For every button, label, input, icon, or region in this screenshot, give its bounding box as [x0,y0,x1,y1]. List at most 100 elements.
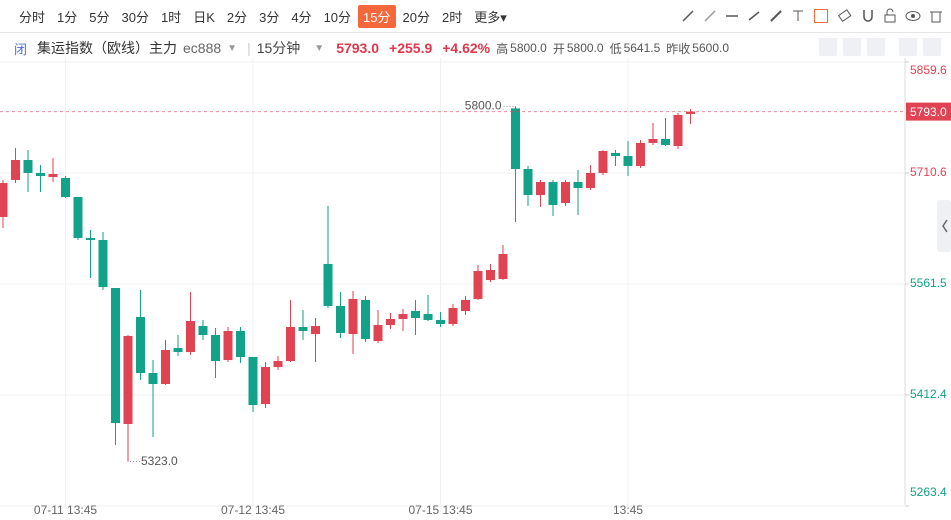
candle-body [48,174,58,177]
candle-body [636,142,645,166]
candle-body [98,239,108,287]
candle-body [148,372,158,385]
high-value: 5800.0 [510,41,547,55]
interval[interactable]: 15分钟 [256,40,301,56]
candle-body [498,253,508,280]
candle-body [36,172,45,177]
candle-body [386,319,395,326]
period-tab[interactable]: 日K [193,9,215,25]
period-tab[interactable]: 3分 [259,9,280,25]
candle-body [223,330,233,361]
prev-close-value: 5600.0 [692,41,729,55]
candle-body [473,270,483,299]
period-tab[interactable]: 30分 [121,9,149,25]
last-price-tag [906,102,951,121]
low-value: 5641.5 [623,41,661,55]
candle-body [336,305,345,334]
period-tabs: 分时 1分 5分 30分 1时 日K 2分 3分 4分 10分 15分 20分 2时 更多▾ [14,4,514,28]
instrument-name: 集运指数（欧线）主力 [37,40,178,56]
x-tick-label: 07-15 13:45 [408,503,472,517]
candle-body [373,325,383,342]
prev-close-label: 昨收 [666,41,691,56]
hline-tool[interactable] [725,9,739,23]
candle-body [248,356,258,406]
period-tab[interactable]: 更多▾ [474,9,507,25]
y-tick-label: 5412.4 [910,387,947,401]
candle-body [311,326,320,335]
dropdown-arrow: ▼ [314,42,325,54]
candle-body [561,181,570,203]
x-tick-label: 13:45 [613,503,643,517]
y-tick-label: 5710.6 [910,165,947,179]
period-tab[interactable]: 4分 [291,9,312,25]
open-label: 开 [552,41,565,56]
divider: | [247,40,251,56]
candle-body [298,326,308,331]
candle-body [673,114,683,147]
y-tick-label: 5263.4 [910,485,947,499]
instrument-code[interactable]: ec888 [183,40,222,56]
edit-tool[interactable] [813,8,829,24]
candle-body [648,139,658,143]
candle-body [186,321,195,352]
candle-body [686,111,695,114]
candle-body [173,348,183,352]
delete-tool[interactable] [929,8,943,24]
candle-body [161,349,170,385]
low-annotation: 5323.0 [141,454,178,468]
candle-body [461,300,470,312]
period-tab[interactable]: 10分 [323,9,352,25]
eye-tool[interactable] [905,9,921,23]
draw-button[interactable] [843,38,861,56]
candle-body [511,108,520,170]
eraser-tool[interactable] [837,8,853,24]
candle-body [661,139,670,145]
period-tab[interactable]: 15分 [358,4,396,28]
side-panel-arrow [942,219,948,233]
candle-body [86,237,95,240]
candle-body [536,181,545,196]
fullscreen-button[interactable] [923,38,941,56]
candle-body [348,298,358,335]
segment-tool[interactable] [747,9,761,23]
dropdown-arrow: ▼ [227,42,238,54]
indicator-button[interactable] [867,38,885,56]
candle-body [211,335,220,362]
candle-body [361,300,370,340]
candle-body [286,326,295,362]
candle-body [436,319,445,324]
high-annotation: 5800.0 [465,99,502,113]
price: 5793.0 [336,40,380,56]
candle-body [523,169,533,196]
candle-body [236,330,245,357]
y-tick-label: 5859.6 [910,63,947,77]
line-tool[interactable] [681,9,695,23]
side-panel-toggle[interactable] [937,200,951,252]
magnet-tool[interactable] [861,8,875,24]
candle-body [398,314,408,320]
settings-button[interactable] [819,38,837,56]
period-tab[interactable]: 1分 [57,9,78,25]
candle-body [0,183,8,217]
candle-body [61,177,70,198]
candle-body [573,181,583,189]
period-tab[interactable]: 2时 [441,9,463,25]
x-tick-label: 07-11 13:45 [34,503,97,517]
period-tab[interactable]: 5分 [89,9,110,25]
candle-body [623,155,633,166]
lock-tool[interactable] [883,8,897,24]
high-label: 高 [496,41,509,56]
period-tab[interactable]: 分时 [19,9,46,25]
chart-controls [813,38,941,56]
period-tab[interactable]: 20分 [402,9,430,25]
ray-tool[interactable] [703,9,717,23]
candle-body [486,269,495,280]
icon-label: 闭 [14,41,28,57]
expand-button[interactable] [899,38,917,56]
period-tab[interactable]: 2分 [226,9,248,25]
period-tab[interactable]: 1时 [160,9,182,25]
text-tool[interactable] [791,9,805,23]
pen-tool[interactable] [769,9,783,23]
plot-area [0,58,905,507]
